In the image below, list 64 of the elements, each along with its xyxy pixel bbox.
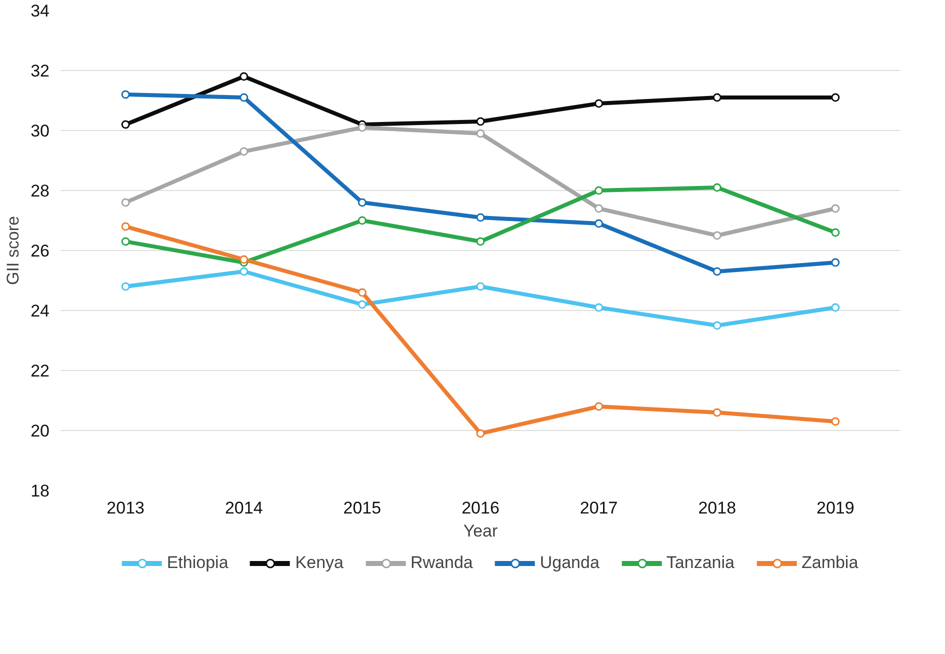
- point: [476, 429, 485, 438]
- point: [712, 267, 722, 276]
- x-axis-title: Year: [463, 522, 498, 540]
- legend-label: Tanzania: [666, 553, 734, 573]
- point: [594, 303, 604, 312]
- point: [476, 213, 485, 222]
- y-tick-label: 34: [30, 2, 50, 20]
- legend-label: Uganda: [540, 553, 600, 573]
- legend-label: Kenya: [295, 553, 344, 573]
- point: [712, 321, 722, 330]
- point: [831, 93, 840, 102]
- point: [358, 288, 366, 297]
- point: [121, 237, 130, 246]
- point: [476, 237, 485, 246]
- x-tick-label: 2014: [224, 498, 263, 518]
- point: [240, 267, 248, 276]
- legend-label: Rwanda: [410, 553, 473, 573]
- x-tick-label: 2013: [106, 498, 144, 518]
- y-axis-title: GII score: [4, 216, 23, 285]
- legend-label: Ethiopia: [166, 553, 228, 573]
- x-tick-label: 2015: [343, 498, 382, 518]
- point: [476, 117, 485, 126]
- point: [358, 198, 366, 207]
- y-tick-label: 30: [30, 122, 50, 140]
- x-tick-label: 2018: [698, 498, 736, 518]
- point: [712, 231, 722, 240]
- point: [712, 183, 722, 192]
- point: [476, 129, 485, 138]
- point: [831, 417, 840, 426]
- y-tick-label: 20: [30, 422, 50, 440]
- point: [240, 72, 248, 81]
- point: [594, 402, 604, 411]
- y-tick-label: 18: [30, 482, 50, 500]
- x-tick-label: 2019: [816, 498, 854, 518]
- x-tick-label: 2016: [462, 498, 500, 518]
- point: [358, 123, 366, 132]
- y-tick-label: 32: [30, 62, 50, 80]
- point: [358, 300, 366, 309]
- point: [476, 282, 485, 291]
- point: [831, 228, 840, 237]
- y-tick-label: 24: [30, 302, 50, 320]
- y-tick-label: 26: [30, 242, 50, 260]
- point: [594, 219, 604, 228]
- point: [831, 258, 840, 267]
- legend-label: Zambia: [801, 553, 858, 573]
- point: [121, 222, 130, 231]
- point: [121, 90, 130, 99]
- point: [358, 216, 366, 225]
- point: [121, 198, 130, 207]
- x-tick-label: 2017: [580, 498, 618, 518]
- point: [594, 186, 604, 195]
- point: [712, 408, 722, 417]
- point: [594, 99, 604, 108]
- point: [831, 303, 840, 312]
- point: [831, 204, 840, 213]
- point: [712, 93, 722, 102]
- point: [240, 147, 248, 156]
- point: [121, 120, 130, 129]
- point: [240, 93, 248, 102]
- point: [121, 282, 130, 291]
- y-tick-label: 22: [30, 362, 50, 380]
- point: [594, 204, 604, 213]
- point: [240, 255, 248, 264]
- y-tick-label: 28: [30, 182, 50, 200]
